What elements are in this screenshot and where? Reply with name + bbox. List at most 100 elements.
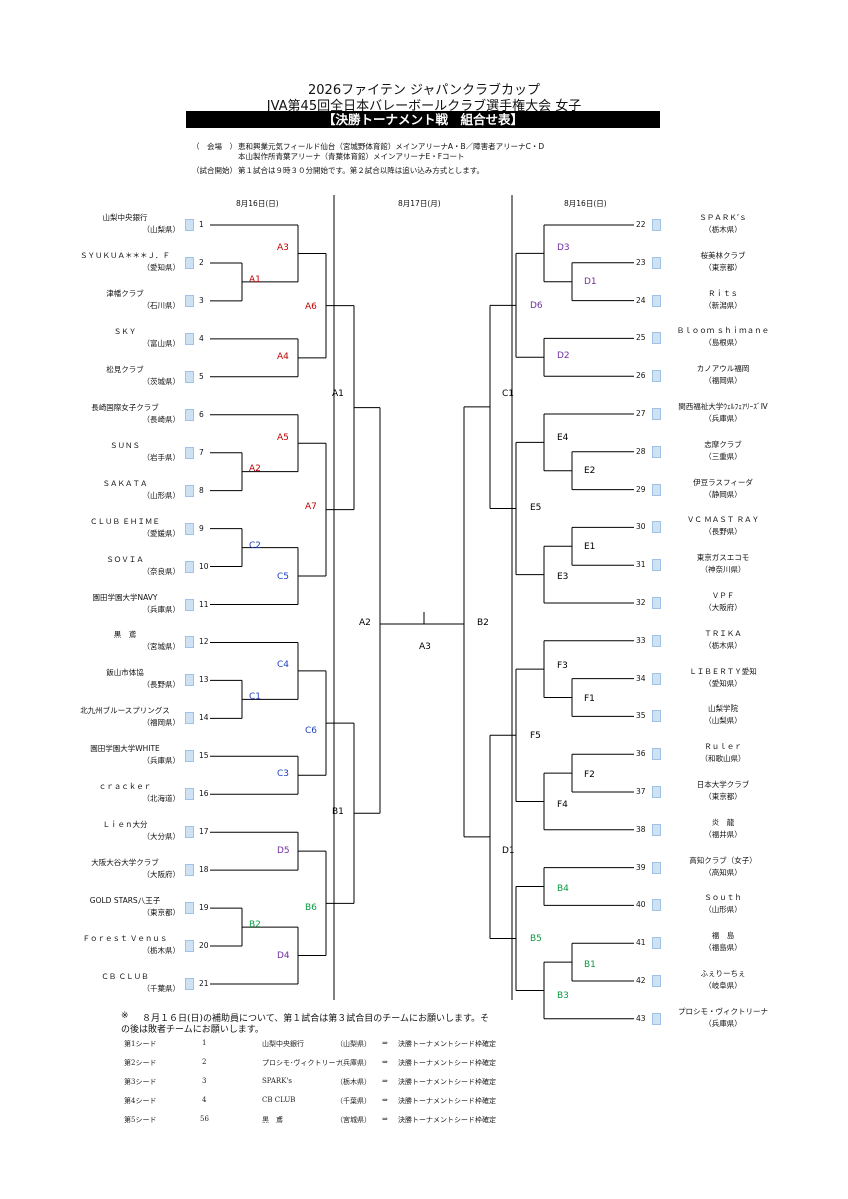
match-label: B3 xyxy=(557,991,569,1001)
seed-status: 決勝トーナメントシード枠確定 xyxy=(398,1078,496,1086)
team-prefecture: （北海道） xyxy=(142,794,181,804)
match-label: F4 xyxy=(557,800,568,810)
date-center: 8月17日(月) xyxy=(398,199,441,208)
team-prefecture: （神奈川県） xyxy=(700,565,746,575)
date-right: 8月16日(日) xyxy=(564,199,607,208)
seed-status: 決勝トーナメントシード枠確定 xyxy=(398,1116,496,1124)
team-number: 16 xyxy=(199,789,209,799)
seed-box xyxy=(652,408,661,420)
team-name: Ｒｉｔｓ xyxy=(708,288,738,298)
team-prefecture: （富山県） xyxy=(142,338,181,348)
match-label: A5 xyxy=(277,433,289,443)
team-number: 35 xyxy=(636,711,646,721)
team-name: 園田学園大学WHITE xyxy=(90,744,160,754)
seed-box xyxy=(652,899,661,912)
seed-box xyxy=(652,256,661,269)
team-number: 36 xyxy=(636,749,646,759)
start-text: 第１試合は９時３０分開始です。第２試合以降は追い込み方式とします。 xyxy=(238,166,484,175)
seed-box xyxy=(652,1012,661,1025)
team-number: 43 xyxy=(636,1013,646,1023)
title-line-1: 2026ファイテン ジャパンクラブカップ xyxy=(308,83,540,98)
seed-rank: 第1シード xyxy=(124,1040,157,1048)
match-label: C4 xyxy=(277,660,290,670)
team-number: 14 xyxy=(199,713,209,723)
team-prefecture: （栃木県） xyxy=(704,640,742,650)
seed-box xyxy=(652,521,661,534)
team-name: カノアウル福岡 xyxy=(696,364,750,374)
team-number: 42 xyxy=(636,976,646,985)
note-line-1: ８月１６日(日)の補助員について、第１試合は第３試合目のチームにお願いします。そ xyxy=(142,1014,490,1024)
seed-box xyxy=(185,978,194,990)
team-name: 園田学園大学NAVY xyxy=(92,592,158,602)
team-prefecture: （大分県） xyxy=(142,832,181,842)
match-label: A3 xyxy=(277,243,289,253)
match-label: C1 xyxy=(502,389,515,399)
team-number: 21 xyxy=(199,979,209,988)
team-prefecture: （宮城県） xyxy=(142,642,181,652)
team-name: 山梨学院 xyxy=(708,704,738,714)
team-name: プロシモ・ヴィクトリーナ xyxy=(678,1006,768,1016)
match-label: B5 xyxy=(530,934,542,944)
seed-box xyxy=(185,674,194,687)
team-name: ＳＯＶＩＡ xyxy=(106,554,144,564)
team-prefecture: （山形県） xyxy=(142,490,181,500)
team-name: 大阪大谷大学クラブ xyxy=(91,858,159,868)
seed-arrow: ⇒ xyxy=(382,1077,388,1085)
team-number: 5 xyxy=(199,371,204,381)
match-label: E5 xyxy=(530,503,542,513)
seed-box xyxy=(185,332,194,345)
start-label: （試合開始） xyxy=(192,166,237,175)
seed-arrow: ⇒ xyxy=(382,1039,388,1047)
team-number: 10 xyxy=(199,561,209,571)
venue-line-1: 恵和興業元気フィールド仙台（宮城野体育館）メインアリーナA・B／障害者アリーナC… xyxy=(238,142,545,151)
team-prefecture: （三重県） xyxy=(704,451,742,461)
title-banner: 【決勝トーナメント戦 組合せ表】 xyxy=(186,111,660,128)
match-label: C6 xyxy=(305,726,318,736)
team-number: 37 xyxy=(636,787,646,796)
match-label: C5 xyxy=(277,572,290,582)
match-label: B4 xyxy=(557,884,569,894)
team-name: 伊豆ラスフィーダ xyxy=(693,477,753,487)
seed-box xyxy=(652,332,661,345)
seed-box xyxy=(185,598,194,611)
team-prefecture: （兵庫県） xyxy=(142,604,181,614)
match-label: F1 xyxy=(584,694,595,704)
team-name: GOLD STARS八王子 xyxy=(89,896,161,906)
seed-box xyxy=(185,484,194,497)
seed-box xyxy=(652,823,661,836)
team-number: 19 xyxy=(199,903,209,913)
seed-box xyxy=(185,219,194,231)
seed-box xyxy=(652,975,661,987)
seed-box xyxy=(185,750,194,763)
match-label: B1 xyxy=(584,960,596,970)
team-name: 日本大学クラブ xyxy=(696,780,750,789)
match-label: B2 xyxy=(477,618,489,628)
team-name: 関西福祉大学ｳｪﾙﾌｪｱﾘｰｽﾞⅣ xyxy=(678,402,768,411)
team-number: 3 xyxy=(199,295,204,305)
team-prefecture: （島根県） xyxy=(704,338,742,348)
seed-arrow: ⇒ xyxy=(382,1058,388,1066)
seed-box xyxy=(185,560,194,573)
team-name: Ｌｉｅｎ大分 xyxy=(102,820,148,830)
team-name: ｃｒａｃｋｅｒ xyxy=(98,782,152,792)
team-prefecture: （石川県） xyxy=(142,300,181,310)
team-prefecture: （茨城県） xyxy=(142,376,181,386)
match-label: D5 xyxy=(277,846,290,856)
team-name: 福 島 xyxy=(711,931,735,941)
team-name: 北九州ブルースプリングス xyxy=(80,706,170,716)
team-prefecture: （奈良県） xyxy=(142,566,181,576)
match-label: B2 xyxy=(249,920,261,930)
seed-box xyxy=(185,788,194,801)
team-prefecture: （愛媛県） xyxy=(142,528,181,538)
match-label: F2 xyxy=(584,770,595,780)
team-name: ＶＣ ＭＡＳＴ ＲＡＹ xyxy=(686,515,760,525)
match-label: D1 xyxy=(502,846,515,856)
seed-number: 56 xyxy=(200,1115,209,1123)
team-prefecture: （岐阜県） xyxy=(704,981,742,990)
title-line-2: JVA第45回全日本バレーボールクラブ選手権大会 女子 xyxy=(266,99,582,114)
team-number: 4 xyxy=(199,333,204,343)
team-prefecture: （山梨県） xyxy=(142,225,181,234)
team-prefecture: （福井県） xyxy=(704,829,742,839)
note-mark: ※ xyxy=(121,1011,129,1021)
team-name: 山梨中央銀行 xyxy=(102,213,148,222)
